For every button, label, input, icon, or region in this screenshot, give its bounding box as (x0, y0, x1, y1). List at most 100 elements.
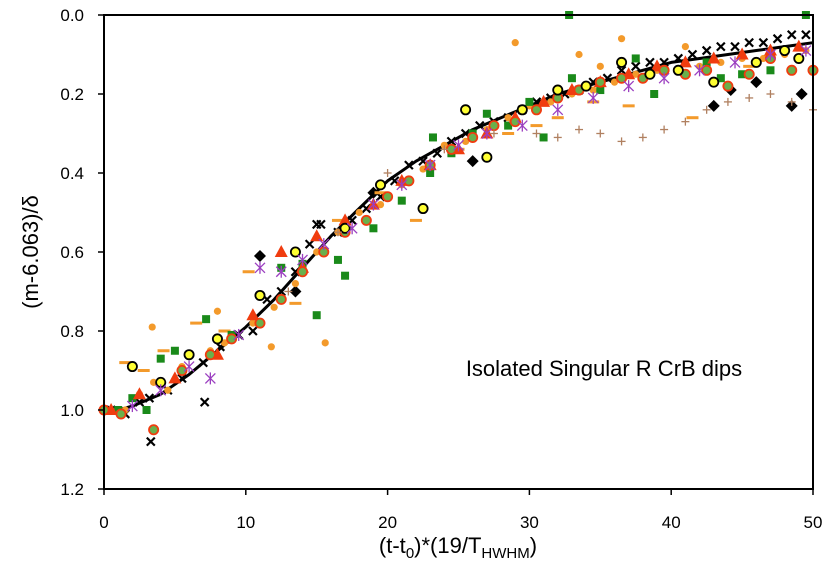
brown-plus-point (489, 129, 498, 138)
fit-curve-layer (103, 41, 814, 416)
black-crosses-point (446, 136, 457, 147)
brown-plus-point (660, 125, 669, 134)
yellow-circles-point (126, 361, 138, 373)
black-crosses-point (432, 148, 443, 159)
orange-dots-point (164, 386, 172, 394)
purple-asterisks-point (694, 64, 706, 77)
orange-dots-point (419, 165, 427, 173)
yellow-circles-point (481, 151, 493, 163)
brown-plus-point (766, 90, 775, 98)
yellow-circles-point (375, 179, 387, 191)
red-outlined-green-dots-point (297, 266, 309, 278)
black-crosses-point (716, 41, 726, 52)
x-tick-label: 10 (236, 513, 255, 532)
yellow-circles-point (708, 76, 720, 88)
purple-asterisks-point (346, 222, 358, 235)
brown-plus-point (596, 129, 605, 138)
brown-plus-point (787, 97, 796, 106)
chart-annotation: Isolated Singular R CrB dips (466, 356, 742, 381)
orange-dots-point (717, 58, 725, 66)
black-crosses-point (786, 29, 797, 40)
green-squares-point (128, 394, 137, 403)
orange-dots-point (589, 86, 597, 94)
brown-plus-point (575, 125, 584, 134)
purple-asterisks-point (396, 178, 408, 191)
green-squares-point (156, 354, 165, 363)
orange-dashes-point (743, 64, 756, 68)
y-axis-title: (m-6.063)/δ (18, 195, 43, 309)
orange-dots-point (249, 319, 257, 327)
black-crosses-point (744, 37, 754, 48)
red-outlined-green-dots-point (176, 364, 188, 376)
black-crosses-point (701, 45, 712, 56)
red-triangles-point (310, 229, 324, 242)
orange-dashes-point (289, 301, 302, 305)
green-squares-point (170, 346, 179, 355)
red-triangles-point (537, 94, 551, 107)
green-squares-point (525, 97, 534, 106)
black-crosses-point (659, 57, 669, 68)
orange-dashes-point (530, 124, 543, 128)
purple-asterisks-point (453, 139, 464, 152)
black-crosses-point (276, 286, 287, 297)
orange-dots-point (632, 70, 640, 78)
green-squares-point (702, 58, 711, 67)
red-outlined-green-dots-point (148, 424, 160, 436)
orange-dots-point (267, 343, 275, 351)
red-outlined-green-dots-point (616, 72, 628, 84)
purple-asterisks-point (233, 328, 245, 341)
red-triangles-point (132, 387, 146, 400)
brown-plus-point (440, 145, 449, 154)
orange-dots-point (313, 248, 321, 256)
orange-dashes-point (242, 270, 255, 274)
orange-dashes-point (218, 329, 231, 333)
x-tick-label: 20 (378, 513, 397, 532)
yellow-circles-point (779, 45, 791, 57)
orange-dots-point (220, 339, 229, 347)
black-crosses-point (616, 65, 627, 76)
orange-dashes-point (137, 369, 150, 372)
red-outlined-green-dots-point (403, 175, 415, 187)
yellow-circles-point (183, 349, 195, 361)
green-squares-point (650, 90, 659, 98)
purple-asterisks-point (254, 261, 266, 274)
black-diamonds-point (466, 155, 479, 168)
plot-frame (103, 14, 814, 490)
red-outlined-green-dots-point (530, 104, 542, 116)
black-diamonds-point (367, 186, 380, 199)
green-squares-point (539, 133, 548, 142)
red-outlined-green-dots-point (204, 349, 216, 361)
orange-dots-point (547, 98, 555, 106)
black-crosses-point (134, 397, 145, 407)
red-outlined-green-dots-point (722, 80, 734, 92)
red-outlined-green-dots-point (701, 64, 713, 76)
yellow-circles-point (644, 68, 656, 80)
black-diamonds-point (750, 76, 763, 89)
red-triangles-point (338, 213, 352, 226)
orange-dashes-point (119, 361, 132, 365)
black-crosses-point (198, 357, 209, 368)
orange-dots-point (355, 208, 363, 217)
orange-dots-point (759, 54, 767, 63)
black-crosses-point (730, 41, 740, 52)
purple-asterisks-point (729, 56, 741, 69)
black-crosses-point (645, 57, 655, 68)
black-diamonds-point (253, 249, 266, 262)
green-squares-point (482, 109, 491, 118)
x-tick-label: 50 (804, 513, 823, 532)
y-tick-label: 0.0 (60, 6, 84, 25)
black-crosses-point (311, 219, 322, 230)
orange-dots-point (150, 378, 158, 386)
orange-dots-point (511, 39, 519, 47)
green-squares-point (202, 315, 211, 324)
black-crosses-point (404, 160, 414, 170)
x-tick-label: 30 (520, 513, 539, 532)
green-squares-point (738, 70, 747, 79)
black-crosses-point (801, 29, 811, 40)
black-crosses-point (146, 436, 156, 447)
orange-dots-point (575, 50, 583, 59)
black-crosses-point (772, 33, 783, 44)
green-squares-point (766, 66, 775, 75)
orange-dots-point (610, 78, 619, 86)
yellow-circles-point (339, 222, 351, 234)
